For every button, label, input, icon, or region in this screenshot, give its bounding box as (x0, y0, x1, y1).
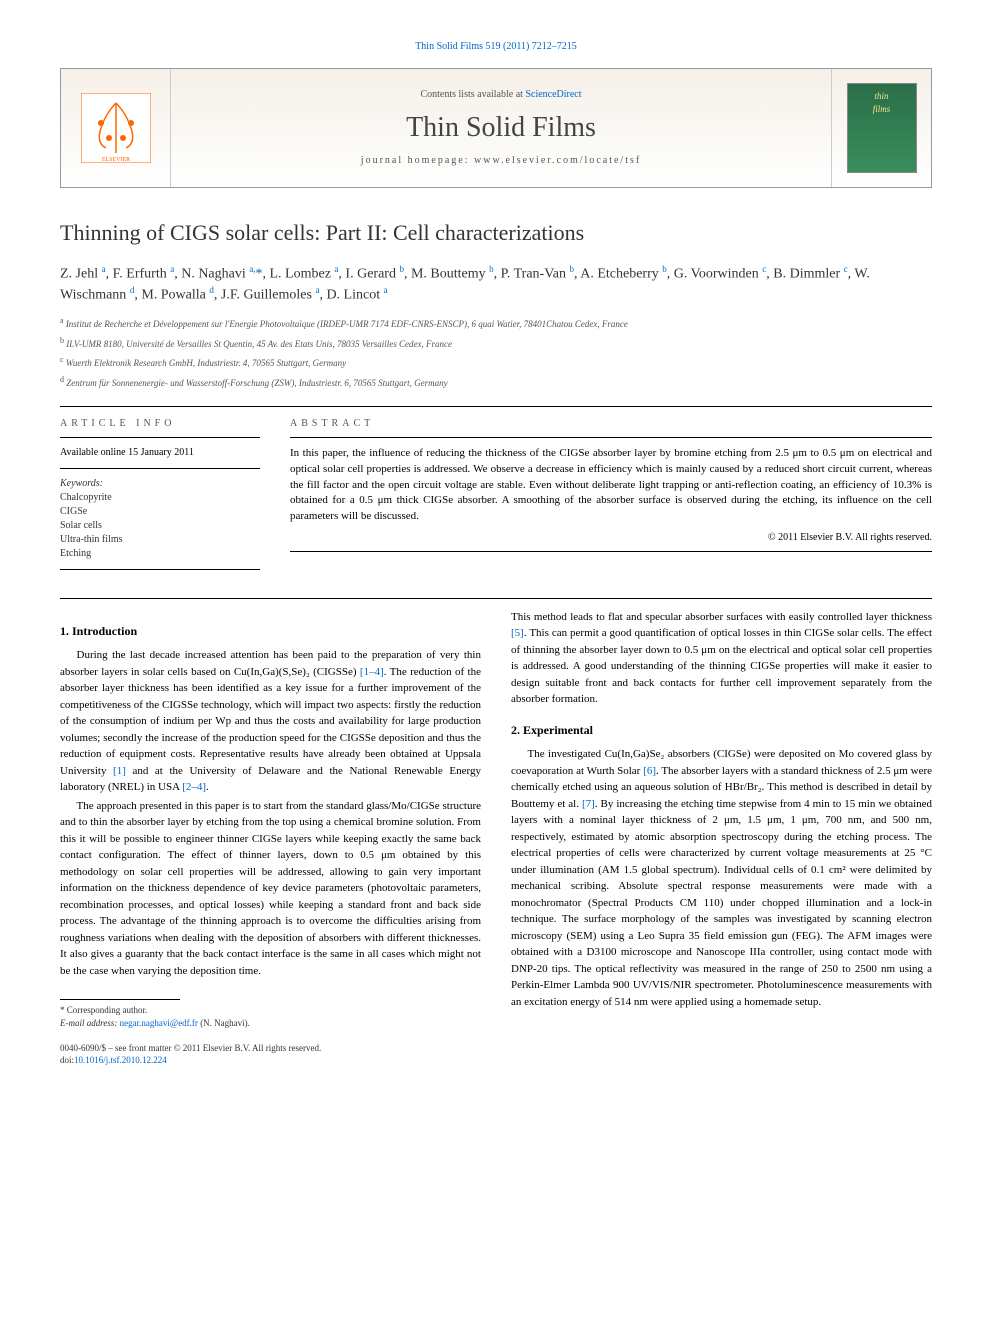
author-list: Z. Jehl a, F. Erfurth a, N. Naghavi a,*,… (60, 263, 932, 306)
ref-link-1[interactable]: [1] (113, 765, 126, 777)
sciencedirect-link[interactable]: ScienceDirect (525, 89, 581, 100)
available-online-date: Available online 15 January 2011 (60, 446, 260, 460)
doi-prefix: doi: (60, 1055, 74, 1065)
col2-p1-b: . This can permit a good quantification … (511, 627, 932, 705)
experimental-heading: 2. Experimental (511, 722, 932, 739)
cover-thumbnail: thin films (847, 83, 917, 173)
intro-p1-b: . The reduction of the absorber layer th… (60, 666, 481, 777)
intro-para-1: During the last decade increased attenti… (60, 647, 481, 796)
email-label: E-mail address: (60, 1018, 120, 1028)
cover-text-2: films (873, 103, 891, 116)
experimental-para-1: The investigated Cu(In,Ga)Se₂ absorbers … (511, 746, 932, 1010)
info-abstract-row: article info Available online 15 January… (60, 417, 932, 578)
corresponding-author: * Corresponding author. (60, 1004, 481, 1017)
email-suffix: (N. Naghavi). (198, 1018, 250, 1028)
exp-p1-c: . By increasing the etching time stepwis… (511, 798, 932, 1008)
svg-text:ELSEVIER: ELSEVIER (101, 157, 129, 163)
affiliation: b ILV-UMR 8180, Université de Versailles… (60, 335, 932, 351)
keyword-item: Ultra-thin films (60, 533, 260, 547)
publisher-logo: ELSEVIER (61, 69, 171, 187)
contents-prefix: Contents lists available at (420, 89, 525, 100)
ref-link-1-4[interactable]: [1–4] (360, 666, 384, 678)
abstract-label: abstract (290, 417, 932, 431)
intro-para-2: The approach presented in this paper is … (60, 798, 481, 980)
ref-link-7[interactable]: [7] (582, 798, 595, 810)
footer-meta: 0040-6090/$ – see front matter © 2011 El… (60, 1042, 481, 1067)
journal-header: ELSEVIER Contents lists available at Sci… (60, 68, 932, 188)
contents-line: Contents lists available at ScienceDirec… (420, 88, 581, 102)
abstract-block: abstract In this paper, the influence of… (290, 417, 932, 578)
affiliation: d Zentrum für Sonnenenergie- und Wassers… (60, 374, 932, 390)
divider-top (60, 406, 932, 407)
footnote-rule (60, 999, 180, 1000)
elsevier-tree-icon: ELSEVIER (81, 93, 151, 163)
homepage-line: journal homepage: www.elsevier.com/locat… (361, 154, 641, 168)
col2-p1-a: This method leads to flat and specular a… (511, 611, 932, 623)
intro-p1-d: . (206, 781, 209, 793)
intro-heading: 1. Introduction (60, 623, 481, 640)
header-center: Contents lists available at ScienceDirec… (171, 69, 831, 187)
ref-link-5[interactable]: [5] (511, 627, 524, 639)
abstract-copyright: © 2011 Elsevier B.V. All rights reserved… (290, 531, 932, 545)
cover-text-1: thin (874, 90, 888, 103)
keyword-item: Solar cells (60, 519, 260, 533)
citation-link[interactable]: Thin Solid Films 519 (2011) 7212–7215 (415, 41, 577, 52)
column-right: This method leads to flat and specular a… (511, 609, 932, 1067)
affiliation: a Institut de Recherche et Développement… (60, 315, 932, 331)
ref-link-6[interactable]: [6] (643, 765, 656, 777)
info-rule-3 (60, 569, 260, 570)
info-rule-2 (60, 468, 260, 469)
keyword-item: Chalcopyrite (60, 491, 260, 505)
article-info-label: article info (60, 417, 260, 431)
article-title: Thinning of CIGS solar cells: Part II: C… (60, 218, 932, 249)
doi-link[interactable]: 10.1016/j.tsf.2010.12.224 (74, 1055, 167, 1065)
cover-thumbnail-container: thin films (831, 69, 931, 187)
abstract-text: In this paper, the influence of reducing… (290, 446, 932, 526)
ref-link-2-4[interactable]: [2–4] (182, 781, 206, 793)
abstract-rule-bottom (290, 551, 932, 552)
keyword-item: CIGSe (60, 505, 260, 519)
keywords-heading: Keywords: (60, 477, 260, 491)
abstract-rule (290, 437, 932, 438)
col2-continuation: This method leads to flat and specular a… (511, 609, 932, 708)
journal-citation: Thin Solid Films 519 (2011) 7212–7215 (60, 40, 932, 54)
email-link[interactable]: negar.naghavi@edf.fr (120, 1018, 198, 1028)
front-matter-line: 0040-6090/$ – see front matter © 2011 El… (60, 1042, 481, 1055)
email-footnote: E-mail address: negar.naghavi@edf.fr (N.… (60, 1017, 481, 1030)
info-rule-1 (60, 437, 260, 438)
keyword-item: Etching (60, 547, 260, 561)
column-left: 1. Introduction During the last decade i… (60, 609, 481, 1067)
article-info-block: article info Available online 15 January… (60, 417, 260, 578)
doi-line: doi:10.1016/j.tsf.2010.12.224 (60, 1054, 481, 1067)
body-columns: 1. Introduction During the last decade i… (60, 609, 932, 1067)
journal-name: Thin Solid Films (406, 108, 596, 147)
divider-mid (60, 598, 932, 599)
affiliation: c Wuerth Elektronik Research GmbH, Indus… (60, 354, 932, 370)
